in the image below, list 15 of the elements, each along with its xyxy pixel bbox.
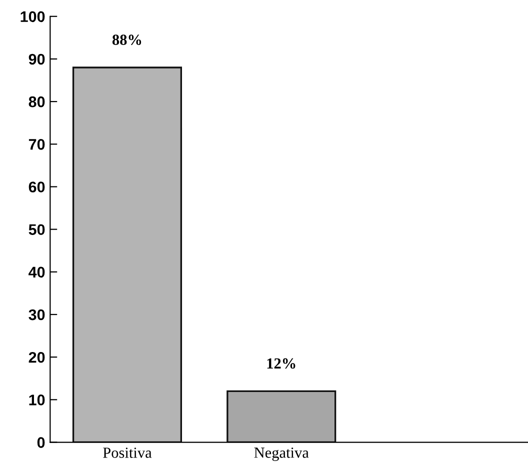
x-tick-label: Positiva [103,448,152,458]
y-tick-label: 100 [20,11,45,22]
y-tick-label: 40 [28,266,45,278]
data-label: 12% [267,358,296,369]
y-tick-label: 20 [28,352,45,363]
y-tick-label: 30 [28,309,45,320]
y-tick-label: 60 [28,182,45,192]
y-tick-label: 90 [28,54,45,65]
y-tick-label: 80 [28,96,45,108]
data-label: 88% [112,34,142,45]
y-tick-label: 70 [28,139,45,150]
y-tick-label: 10 [29,394,45,406]
x-tick-label: Negativa [254,448,309,461]
y-tick-label: 50 [28,224,45,236]
y-tick-label: 0 [37,437,45,448]
